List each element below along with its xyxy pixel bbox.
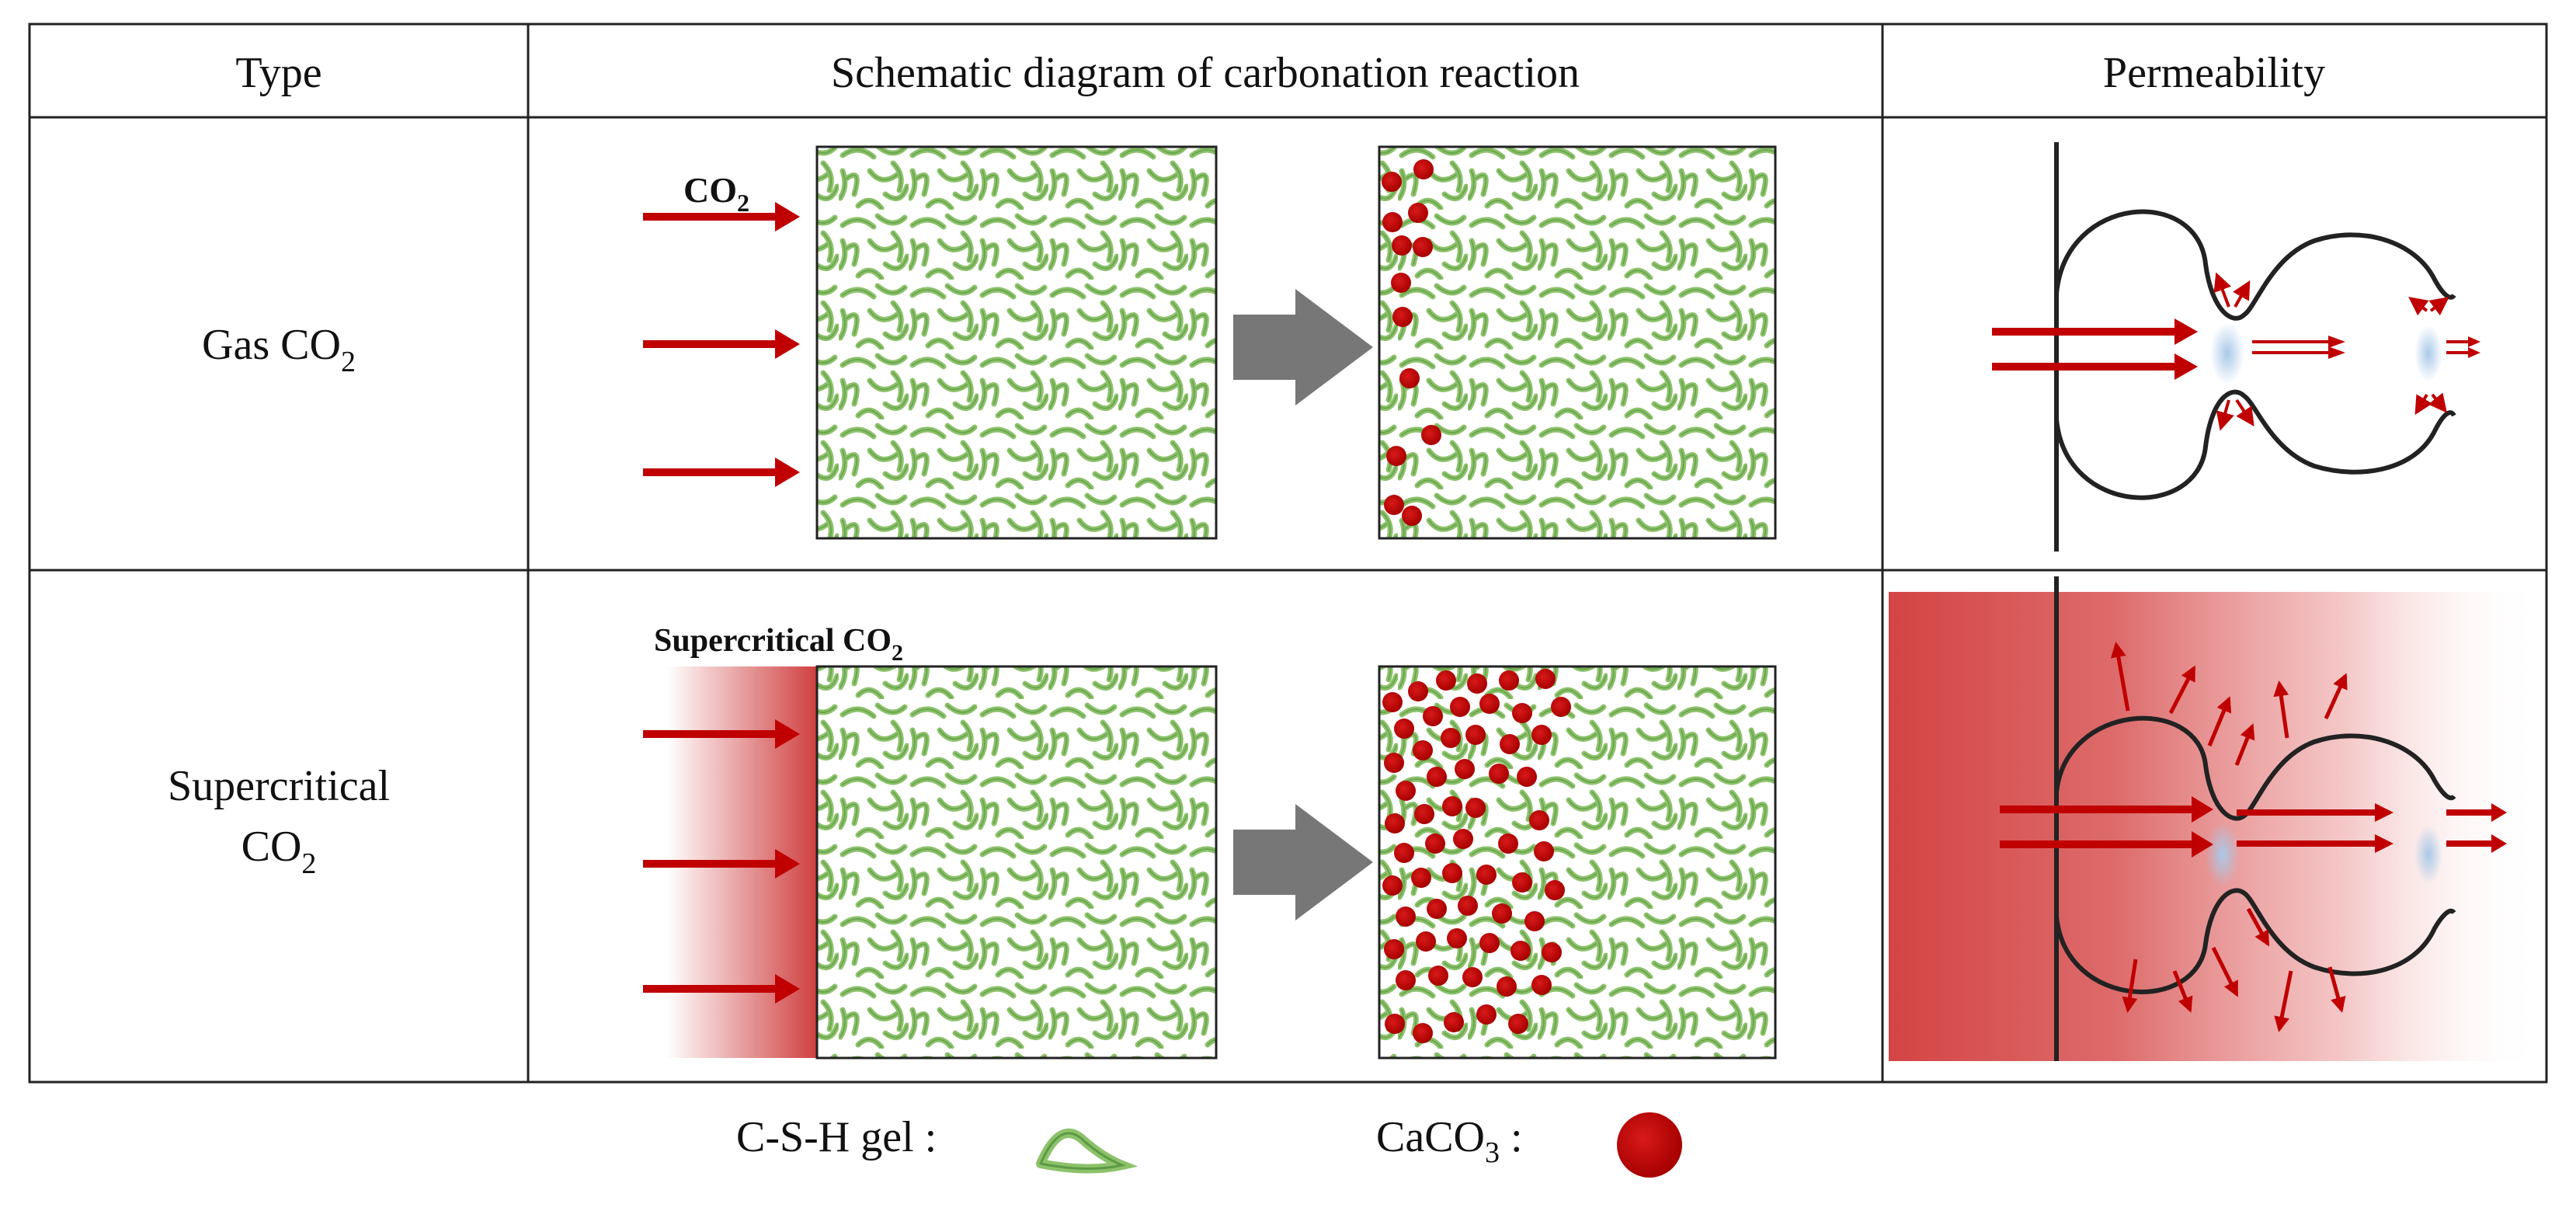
row1-caco3-particles xyxy=(1382,159,1441,526)
row1-process-arrow-icon xyxy=(1233,289,1373,405)
row2-flow-arrows xyxy=(2000,796,2507,858)
row2-caco3-particles xyxy=(1382,669,1571,1043)
caco3-particle-icon xyxy=(1617,1112,1682,1178)
row2-schematic: Supercritical CO2 xyxy=(643,623,1777,1060)
row2-pore-throat xyxy=(2206,822,2240,887)
legend-caco3-label: CaCO3 : xyxy=(1376,1113,1523,1169)
table-grid xyxy=(28,23,2548,1084)
legend-csh-label: C-S-H gel : xyxy=(736,1113,937,1161)
row2-gel-box-after xyxy=(1378,665,1777,1060)
row2-arrow-label: Supercritical CO2 xyxy=(654,623,903,666)
row2-type-line2: CO2 xyxy=(242,823,317,880)
header-schematic: Schematic diagram of carbonation reactio… xyxy=(831,49,1580,97)
row1-co2-arrows xyxy=(643,202,800,487)
row2-co2-arrows xyxy=(643,719,800,1004)
row2-permeability xyxy=(1889,576,2541,1061)
row1-gel-box-before xyxy=(815,145,1218,540)
row1-pore-throat-2 xyxy=(2414,325,2442,381)
c-s-h-gel-strand-icon xyxy=(1036,1128,1139,1174)
header-type: Type xyxy=(235,49,322,97)
row2-gel-box-before xyxy=(815,665,1218,1060)
row1-type-label: Gas CO2 xyxy=(202,321,356,378)
row1-flow-arrows xyxy=(1992,318,2480,380)
legend: C-S-H gel : CaCO3 : xyxy=(736,1112,1682,1178)
row1-schematic: CO2 xyxy=(643,145,1777,540)
row1-gel-box-after xyxy=(1378,145,1777,540)
row2-pore-throat-2 xyxy=(2414,825,2442,884)
row2-type-line1: Supercritical xyxy=(168,762,390,810)
row1-arrow-label: CO2 xyxy=(683,170,749,217)
header-permeability: Permeability xyxy=(2103,49,2325,97)
row2-process-arrow-icon xyxy=(1233,804,1373,920)
row1-pore-throat xyxy=(2210,322,2244,385)
row1-permeability xyxy=(1992,142,2480,552)
